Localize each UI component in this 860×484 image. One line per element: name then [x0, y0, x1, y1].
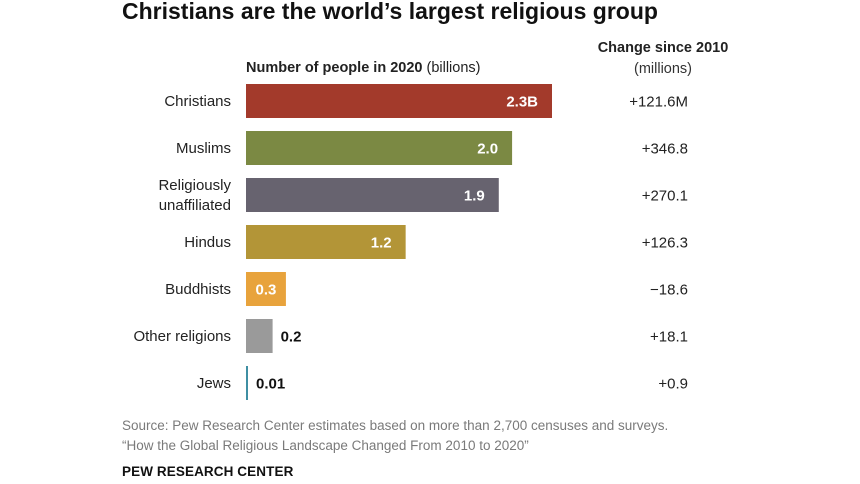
category-label: Muslims: [176, 140, 231, 157]
category-label: Other religions: [133, 328, 231, 345]
left-header-unit: (billions): [426, 60, 481, 76]
bar-value-label: 0.2: [281, 329, 302, 346]
bar: [246, 131, 513, 165]
change-value: −18.6: [650, 282, 688, 299]
left-column-header: Number of people in 2020 (billions): [246, 60, 481, 76]
category-label: Hindus: [184, 234, 231, 251]
change-value: +270.1: [642, 188, 688, 205]
bar: [246, 272, 286, 306]
bar-value-label: 1.9: [464, 188, 485, 205]
change-value: +18.1: [650, 329, 688, 346]
change-value: +121.6M: [629, 94, 688, 111]
bar-value-label: 0.3: [256, 282, 277, 299]
bar: [246, 366, 248, 400]
left-header-bold: Number of people in 2020: [246, 60, 423, 76]
source-line-2: “How the Global Religious Landscape Chan…: [122, 438, 529, 453]
category-label: Religiously unaffiliated: [158, 177, 231, 214]
bar: [246, 178, 499, 212]
category-label: Christians: [164, 93, 231, 110]
bar-value-label: 2.3B: [506, 94, 538, 111]
bar: [246, 84, 552, 118]
source-note: Source: Pew Research Center estimates ba…: [122, 416, 668, 456]
right-header-title: Change since 2010: [597, 40, 729, 56]
chart-title: Christians are the world’s largest relig…: [122, 0, 658, 24]
right-column-header: Change since 2010 (millions): [580, 38, 746, 80]
right-header-unit: (millions): [634, 61, 692, 77]
bar: [246, 319, 273, 353]
bar-value-label: 0.01: [256, 376, 285, 393]
bar-value-label: 1.2: [371, 235, 392, 252]
category-label: Buddhists: [165, 281, 231, 298]
bar-chart: Christians 2.3B +121.6M Muslims 2.0 +346.8 Rel…: [133, 84, 688, 400]
change-value: +126.3: [642, 235, 688, 252]
change-value: +346.8: [642, 141, 688, 158]
source-line-1: Source: Pew Research Center estimates ba…: [122, 418, 669, 433]
change-value: +0.9: [658, 376, 688, 393]
bar-value-label: 2.0: [477, 141, 498, 158]
bar: [246, 225, 406, 259]
category-label: Jews: [197, 375, 231, 392]
brand-logo-text: PEW RESEARCH CENTER: [122, 464, 294, 479]
